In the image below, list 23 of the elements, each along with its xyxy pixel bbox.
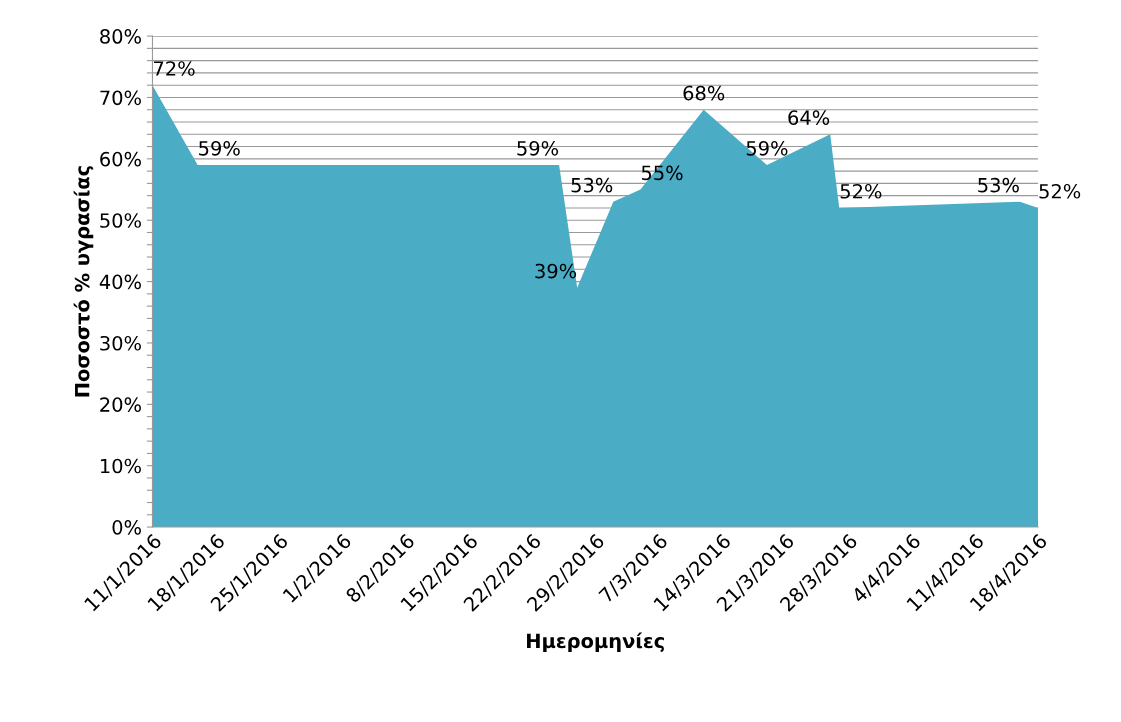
y-tick-label: 0%: [112, 520, 141, 535]
y-tick-label: 10%: [100, 458, 141, 474]
data-label: 68%: [683, 85, 725, 101]
data-label: 59%: [746, 140, 788, 156]
data-label: 72%: [154, 61, 195, 76]
data-label: 53%: [571, 177, 613, 193]
y-tick-label: 50%: [100, 213, 141, 228]
data-label: 52%: [1039, 183, 1081, 199]
y-tick-label: 60%: [100, 151, 141, 167]
data-label: 59%: [517, 140, 559, 156]
y-tick-label: 20%: [100, 397, 141, 412]
y-tick-label: 30%: [100, 335, 141, 351]
y-tick-label: 70%: [100, 90, 141, 106]
data-label: 39%: [535, 263, 577, 279]
y-tick-label: 80%: [100, 29, 141, 44]
data-label: 64%: [788, 110, 830, 125]
data-label: 55%: [641, 165, 683, 181]
y-axis-title: Ποσοστό % υγρασίας: [73, 166, 94, 397]
data-label: 52%: [840, 183, 882, 199]
data-label: 59%: [199, 140, 240, 156]
data-label: 53%: [978, 177, 1019, 193]
x-axis-title: Ημερομηνίες: [527, 632, 664, 653]
y-tick-label: 40%: [99, 274, 141, 290]
